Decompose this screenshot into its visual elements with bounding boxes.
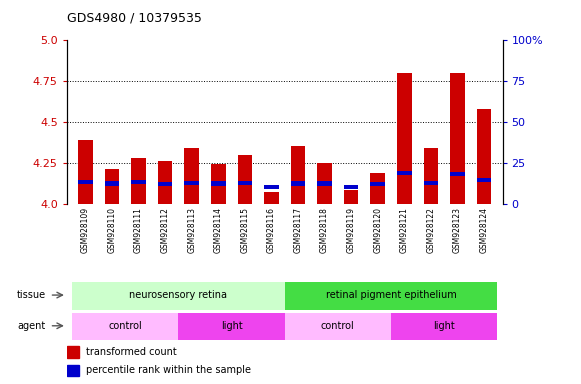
Bar [184,148,199,204]
Bar [264,192,279,204]
Bar [211,182,225,185]
Text: GSM928117: GSM928117 [293,207,303,253]
Bar [184,181,199,185]
Bar [158,161,173,204]
Bar [344,190,358,204]
Text: tissue: tissue [16,290,45,300]
Text: GSM928121: GSM928121 [400,207,409,253]
Bar [211,164,225,204]
Bar [397,73,411,204]
Bar [67,364,79,376]
Text: percentile rank within the sample: percentile rank within the sample [87,366,252,376]
Text: GDS4980 / 10379535: GDS4980 / 10379535 [67,12,202,25]
Bar [72,282,285,310]
Bar [105,182,119,185]
Text: control: control [321,321,355,331]
Bar [450,172,465,176]
Bar [290,182,305,185]
Bar [285,313,391,340]
Bar [397,171,411,175]
Text: transformed count: transformed count [87,347,177,357]
Text: GSM928118: GSM928118 [320,207,329,253]
Text: GSM928122: GSM928122 [426,207,435,253]
Bar [370,182,385,186]
Text: light: light [433,321,455,331]
Bar [285,282,497,310]
Bar [105,169,119,204]
Bar [424,148,438,204]
Text: control: control [109,321,142,331]
Text: agent: agent [17,321,45,331]
Bar [317,163,332,204]
Bar [450,73,465,204]
Text: GSM928112: GSM928112 [160,207,170,253]
Text: GSM928113: GSM928113 [187,207,196,253]
Bar [78,140,93,204]
Bar [158,182,173,186]
Bar [131,158,146,204]
Bar [476,109,492,204]
Bar [290,146,305,204]
Bar [131,180,146,184]
Text: GSM928110: GSM928110 [107,207,116,253]
Bar [391,313,497,340]
Bar [344,185,358,189]
Text: neurosensory retina: neurosensory retina [130,290,227,300]
Bar [317,182,332,185]
Bar [264,185,279,189]
Text: GSM928111: GSM928111 [134,207,143,253]
Text: GSM928114: GSM928114 [214,207,223,253]
Bar [72,313,178,340]
Text: GSM928120: GSM928120 [373,207,382,253]
Text: GSM928119: GSM928119 [347,207,356,253]
Text: light: light [221,321,242,331]
Bar [67,346,79,358]
Bar [476,178,492,182]
Text: retinal pigment epithelium: retinal pigment epithelium [325,290,456,300]
Bar [178,313,285,340]
Bar [238,181,252,185]
Text: GSM928115: GSM928115 [241,207,249,253]
Bar [78,180,93,184]
Text: GSM928124: GSM928124 [479,207,489,253]
Text: GSM928116: GSM928116 [267,207,276,253]
Text: GSM928109: GSM928109 [81,207,90,253]
Bar [424,181,438,185]
Text: GSM928123: GSM928123 [453,207,462,253]
Bar [370,172,385,204]
Bar [238,155,252,204]
